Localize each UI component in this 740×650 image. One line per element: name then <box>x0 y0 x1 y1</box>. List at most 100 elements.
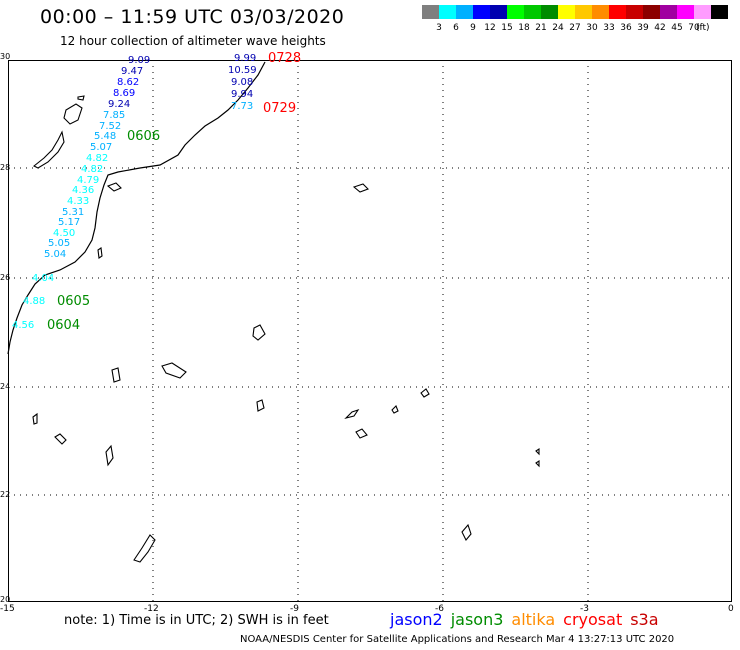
lon-tick-m12: -12 <box>144 604 159 614</box>
map-subtitle: 12 hour collection of altimeter wave hei… <box>60 34 326 48</box>
scale-swatch <box>609 5 626 19</box>
scale-swatch <box>711 5 728 19</box>
scale-label: 27 <box>569 23 581 33</box>
lat-tick-22: 22 <box>0 490 11 499</box>
africa-coastline <box>7 61 266 355</box>
scale-swatch <box>439 5 456 19</box>
island-10 <box>391 405 399 414</box>
scale-swatch <box>694 5 711 19</box>
scale-label: 18 <box>518 23 530 33</box>
island-17 <box>461 523 472 541</box>
swh-value: 9.24 <box>108 99 131 110</box>
pass-label-0604: 0604 <box>47 318 81 333</box>
swh-value: 4.50 <box>53 228 76 239</box>
scale-swatch <box>507 5 524 19</box>
island-2 <box>106 182 122 192</box>
island-4 <box>352 183 369 193</box>
island-13 <box>32 412 38 425</box>
lon-tick-m9: -9 <box>290 604 299 614</box>
scale-label: 70 <box>688 23 700 33</box>
island-16 <box>133 534 156 563</box>
scale-swatch <box>626 5 643 19</box>
lon-tick-m3: -3 <box>580 604 589 614</box>
scale-swatch <box>643 5 660 19</box>
mission-jason3: jason3 <box>450 610 504 629</box>
pass-label-0605: 0605 <box>57 294 91 309</box>
scale-label: 33 <box>603 23 615 33</box>
scale-swatch <box>660 5 677 19</box>
swh-value: 9.47 <box>121 66 144 77</box>
swh-value: 5.17 <box>58 217 81 228</box>
mission-cryosat: cryosat <box>563 610 623 629</box>
scale-swatch <box>473 5 490 19</box>
island-14 <box>54 433 67 445</box>
swh-value: 4.82 <box>81 164 104 175</box>
scale-label: 30 <box>586 23 598 33</box>
scale-label: 15 <box>501 23 513 33</box>
pass-label-0728: 0728 <box>268 51 302 66</box>
mission-altika: altika <box>511 610 556 629</box>
lanzarote-coast <box>32 130 65 169</box>
swh-value: 5.31 <box>62 207 85 218</box>
swh-value: 4.36 <box>72 185 95 196</box>
scale-swatch <box>456 5 473 19</box>
island-6 <box>161 362 187 379</box>
scale-label: 24 <box>552 23 564 33</box>
scale-unit: (ft) <box>696 23 710 33</box>
scale-label: 36 <box>620 23 632 33</box>
lat-tick-30: 30 <box>0 52 11 61</box>
swh-value: 7.85 <box>103 110 126 121</box>
swh-value: 4.88 <box>23 296 46 307</box>
swh-value: 7.73 <box>231 101 254 112</box>
mission-s3a: s3a <box>630 610 659 629</box>
madeira-island <box>77 95 85 101</box>
swh-value: 4.79 <box>77 175 100 186</box>
scale-label: 9 <box>470 23 476 33</box>
lon-tick-m6: -6 <box>435 604 444 614</box>
lat-tick-24: 24 <box>0 382 11 391</box>
island-7 <box>111 367 121 383</box>
scale-label: 39 <box>637 23 649 33</box>
swh-value: 4.82 <box>86 153 109 164</box>
swh-value: 4.56 <box>12 320 35 331</box>
island-porto-santo <box>63 103 83 125</box>
map-title: 00:00 – 11:59 UTC 03/03/2020 <box>40 6 345 28</box>
swh-value: 5.07 <box>90 142 113 153</box>
swh-value: 10.59 <box>228 65 257 76</box>
map-frame <box>8 60 732 602</box>
swh-value: 8.69 <box>113 88 136 99</box>
mission-jason2: jason2 <box>390 610 443 629</box>
mission-legend: jason2 jason3 altika cryosat s3a <box>390 610 667 629</box>
islands <box>32 95 540 563</box>
island-3 <box>97 247 103 259</box>
scale-swatch <box>677 5 694 19</box>
swh-value: 8.62 <box>117 77 140 88</box>
scale-swatch <box>575 5 592 19</box>
lon-tick-0: 0 <box>728 604 734 614</box>
scale-label: 3 <box>436 23 442 33</box>
scale-label: 45 <box>671 23 683 33</box>
scale-swatch <box>524 5 541 19</box>
scale-label: 6 <box>453 23 459 33</box>
footer-note: note: 1) Time is in UTC; 2) SWH is in fe… <box>64 613 329 628</box>
swh-value: 4.33 <box>67 196 90 207</box>
lat-tick-20: 20 <box>0 595 11 604</box>
swh-value: 5.05 <box>48 238 71 249</box>
scale-label: 42 <box>654 23 666 33</box>
island-12 <box>355 428 368 439</box>
island-15 <box>105 444 114 467</box>
island-5 <box>252 324 266 341</box>
scale-swatch <box>490 5 507 19</box>
scale-swatch <box>541 5 558 19</box>
island-8 <box>256 399 265 412</box>
pass-label-0606: 0606 <box>127 129 161 144</box>
scale-swatch <box>592 5 609 19</box>
credit-line: NOAA/NESDIS Center for Satellite Applica… <box>240 634 675 645</box>
swh-value: 9.99 <box>234 53 257 64</box>
swh-value: 5.04 <box>44 249 67 260</box>
swh-value: 9.94 <box>231 89 254 100</box>
lat-lon-grid <box>8 60 732 602</box>
swh-value: 9.08 <box>231 77 254 88</box>
scale-swatch <box>422 5 439 19</box>
